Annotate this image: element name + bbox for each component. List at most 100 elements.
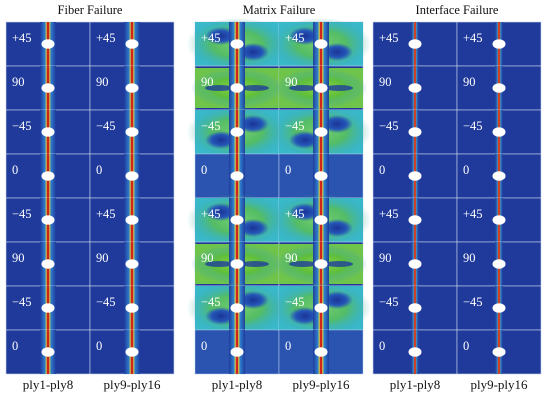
ply-angle-label: 0 <box>12 163 18 177</box>
ply-cell: +45 <box>270 17 372 71</box>
ply-angle-label: 90 <box>379 251 392 265</box>
ply-cell: +45 <box>186 17 288 71</box>
ply-cell: 0 <box>5 153 91 199</box>
ply-range-label: ply1-ply8 <box>389 377 441 392</box>
hole-marker <box>230 39 244 49</box>
ply-angle-label: −45 <box>12 295 32 309</box>
hole-marker <box>408 259 422 269</box>
ply-cell: 0 <box>89 329 175 375</box>
hole-marker <box>314 347 328 357</box>
ply-angle-label: 90 <box>12 75 25 89</box>
hole-marker <box>314 303 328 313</box>
hole-marker <box>314 171 328 181</box>
ply-cell: +45 <box>270 193 372 247</box>
ply-angle-label: 0 <box>379 163 385 177</box>
ply-angle-label: 90 <box>201 75 214 89</box>
ply-angle-label: −45 <box>463 295 483 309</box>
failure-section-matrix: +45 90 −45 0 +45 90 −45 0 +45 90 −45 0 +45 90 −45 0 <box>186 17 372 375</box>
ply-angle-label: +45 <box>379 207 399 221</box>
hole-marker <box>230 127 244 137</box>
ply-angle-label: −45 <box>12 119 32 133</box>
hole-marker <box>125 259 139 269</box>
hole-marker <box>125 171 139 181</box>
ply-angle-label: 0 <box>12 339 18 353</box>
ply-angle-label: +45 <box>463 31 483 45</box>
hole-marker <box>492 215 506 225</box>
ply-angle-label: 0 <box>96 339 102 353</box>
ply-cell: −45 <box>270 281 372 335</box>
ply-cell: 0 <box>372 329 458 375</box>
ply-angle-label: −45 <box>96 295 116 309</box>
ply-angle-label: −45 <box>285 119 305 133</box>
failure-section-interface: +45 90 −45 0 +45 90 −45 0 +45 90 −45 0 +45 90 −45 0 <box>372 21 542 375</box>
ply-cell: −45 <box>270 105 372 159</box>
ply-angle-label: 90 <box>96 251 109 265</box>
hole-marker <box>314 127 328 137</box>
hole-marker <box>125 127 139 137</box>
ply-cell: 0 <box>456 329 542 375</box>
hole-marker <box>230 259 244 269</box>
hole-marker <box>408 127 422 137</box>
ply-cell: 90 <box>190 65 284 111</box>
ply-cell: 90 <box>190 241 284 287</box>
ply-cell: 0 <box>278 329 364 375</box>
ply-cell: 90 <box>456 65 542 111</box>
ply-cell: +45 <box>186 193 288 247</box>
ply-cell: −45 <box>456 109 542 155</box>
ply-angle-label: 90 <box>285 251 298 265</box>
ply-angle-label: 0 <box>463 339 469 353</box>
hole-marker <box>492 127 506 137</box>
ply-angle-label: 0 <box>96 163 102 177</box>
ply-angle-label: 90 <box>463 75 476 89</box>
hole-marker <box>41 39 55 49</box>
ply-cell: 90 <box>372 65 458 111</box>
hole-marker <box>230 347 244 357</box>
ply-angle-label: 0 <box>463 163 469 177</box>
ply-cell: 90 <box>274 65 368 111</box>
ply-angle-label: 90 <box>201 251 214 265</box>
hole-marker <box>41 303 55 313</box>
ply-angle-label: −45 <box>379 295 399 309</box>
ply-cell: −45 <box>372 285 458 331</box>
ply-cell: 0 <box>372 153 458 199</box>
ply-angle-label: −45 <box>285 295 305 309</box>
ply-column: +45 90 −45 0 −45 90 −45 0 <box>5 21 91 375</box>
ply-angle-label: −45 <box>201 119 221 133</box>
ply-cell: 0 <box>456 153 542 199</box>
ply-angle-label: 0 <box>285 163 291 177</box>
section-title: Matrix Failure <box>242 3 316 17</box>
ply-angle-label: +45 <box>96 207 116 221</box>
hole-marker <box>492 347 506 357</box>
ply-angle-label: +45 <box>12 31 32 45</box>
ply-column: +45 90 −45 0 +45 90 −45 0 <box>89 21 175 375</box>
ply-cell: 0 <box>278 153 364 199</box>
hole-marker <box>125 347 139 357</box>
hole-marker <box>230 171 244 181</box>
ply-cell: −45 <box>5 197 91 243</box>
ply-column: +45 90 −45 0 +45 90 −45 0 <box>186 17 288 375</box>
hole-marker <box>125 303 139 313</box>
hole-marker <box>408 303 422 313</box>
hole-marker <box>41 171 55 181</box>
hole-marker <box>125 39 139 49</box>
ply-cell: 90 <box>89 241 175 287</box>
ply-angle-label: 90 <box>12 251 25 265</box>
ply-cell: −45 <box>186 105 288 159</box>
ply-angle-label: +45 <box>201 207 221 221</box>
ply-angle-label: +45 <box>379 31 399 45</box>
hole-marker <box>314 215 328 225</box>
ply-column: +45 90 −45 0 +45 90 −45 0 <box>372 21 458 375</box>
ply-cell: 0 <box>5 329 91 375</box>
ply-cell: 90 <box>372 241 458 287</box>
ply-cell: +45 <box>89 197 175 243</box>
ply-angle-label: 90 <box>285 75 298 89</box>
hole-marker <box>41 83 55 93</box>
hole-marker <box>492 259 506 269</box>
ply-cell: +45 <box>456 197 542 243</box>
ply-angle-label: 90 <box>463 251 476 265</box>
ply-cell: 0 <box>194 153 280 199</box>
ply-cell: −45 <box>372 109 458 155</box>
ply-angle-label: −45 <box>12 207 32 221</box>
hole-marker <box>314 83 328 93</box>
